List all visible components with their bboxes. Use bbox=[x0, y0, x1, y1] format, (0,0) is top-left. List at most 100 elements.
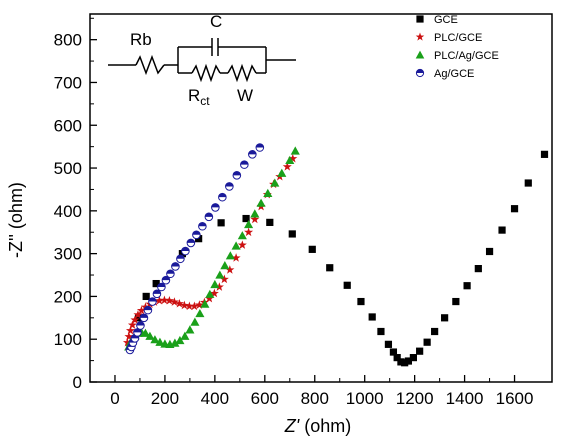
data-point bbox=[122, 337, 132, 347]
data-point bbox=[510, 205, 519, 213]
data-point bbox=[282, 162, 292, 171]
x-tick-label: 200 bbox=[151, 389, 179, 408]
x-tick-label: 0 bbox=[110, 389, 119, 408]
data-point-fill bbox=[256, 143, 264, 148]
data-point bbox=[423, 338, 431, 346]
x-axis-title: Z' (ohm) bbox=[284, 416, 351, 436]
series-gce bbox=[126, 150, 549, 367]
data-point bbox=[125, 325, 135, 335]
data-point bbox=[204, 212, 214, 222]
data-point bbox=[145, 331, 155, 340]
data-point bbox=[152, 279, 160, 288]
axis-ticks: 0 200 400 600 800 1000 1200 1400 1600 0 100 200 300 4… bbox=[54, 17, 534, 408]
data-point-fill bbox=[187, 239, 195, 243]
data-point bbox=[237, 231, 247, 240]
data-point bbox=[198, 221, 207, 231]
y-tick-label: 600 bbox=[54, 116, 82, 135]
data-point bbox=[136, 305, 146, 315]
data-point bbox=[498, 226, 506, 234]
y-tick-label: 0 bbox=[73, 373, 82, 392]
data-point bbox=[159, 295, 169, 305]
data-point bbox=[409, 354, 417, 362]
legend-label: PLC/Ag/GCE bbox=[434, 50, 499, 62]
data-point bbox=[195, 235, 203, 243]
y-tick-label: 100 bbox=[54, 330, 82, 349]
y-tick-label: 800 bbox=[54, 31, 82, 50]
data-point bbox=[157, 282, 166, 292]
data-point bbox=[175, 335, 185, 345]
data-point bbox=[225, 182, 234, 191]
data-point bbox=[127, 320, 137, 329]
legend-label: PLC/GCE bbox=[434, 32, 482, 44]
data-point bbox=[211, 203, 220, 212]
data-point-fill bbox=[148, 297, 157, 302]
data-point bbox=[171, 262, 180, 271]
data-point bbox=[124, 331, 134, 341]
resistor-rb bbox=[135, 54, 165, 76]
data-point bbox=[192, 230, 201, 240]
data-point-fill bbox=[192, 231, 201, 235]
legend-marker-fill bbox=[416, 69, 424, 73]
x-tick-label: 1600 bbox=[496, 389, 534, 408]
legend: GCE PLC/GCE PLC/Ag/GCE Ag/GCE bbox=[415, 14, 499, 80]
data-point bbox=[194, 300, 204, 309]
data-point bbox=[240, 160, 249, 169]
data-point bbox=[215, 270, 225, 279]
data-point bbox=[225, 251, 235, 260]
data-point bbox=[135, 314, 143, 322]
data-point bbox=[225, 265, 235, 274]
data-point bbox=[169, 297, 179, 306]
data-point bbox=[152, 289, 162, 299]
label-rct-sub: ct bbox=[200, 94, 210, 108]
data-point bbox=[161, 275, 171, 285]
legend-label: GCE bbox=[434, 14, 458, 26]
data-point bbox=[401, 359, 409, 367]
data-point bbox=[164, 295, 174, 305]
x-tick-label: 1200 bbox=[396, 389, 434, 408]
x-axis-title-unit: (ohm) bbox=[299, 416, 351, 436]
equivalent-circuit-inset: Rb C Rct W bbox=[108, 12, 296, 108]
data-point bbox=[218, 192, 227, 202]
data-point bbox=[204, 293, 214, 303]
data-point-fill bbox=[166, 269, 175, 274]
data-point bbox=[270, 178, 280, 187]
data-point bbox=[142, 292, 150, 301]
data-point bbox=[431, 327, 439, 336]
label-rb: Rb bbox=[130, 30, 152, 49]
data-point bbox=[143, 305, 153, 315]
data-point bbox=[133, 310, 143, 319]
data-point bbox=[290, 146, 300, 155]
data-point bbox=[179, 300, 189, 310]
data-point bbox=[256, 198, 266, 207]
data-point-fill bbox=[225, 182, 234, 187]
data-point bbox=[404, 357, 413, 365]
data-point bbox=[285, 155, 295, 164]
data-point-fill bbox=[233, 171, 241, 176]
data-point bbox=[308, 245, 316, 253]
data-point bbox=[140, 328, 150, 337]
x-tick-label: 400 bbox=[201, 389, 229, 408]
data-point bbox=[148, 297, 157, 306]
data-point bbox=[244, 219, 254, 229]
legend-marker bbox=[415, 68, 425, 78]
data-point bbox=[139, 313, 149, 323]
data-point bbox=[266, 218, 274, 226]
y-tick-label: 500 bbox=[54, 159, 82, 178]
data-point-fill bbox=[140, 314, 148, 318]
resistor-rct bbox=[191, 63, 221, 83]
data-point bbox=[155, 337, 165, 346]
data-point bbox=[189, 301, 199, 311]
data-point bbox=[237, 240, 247, 249]
data-point-fill bbox=[176, 254, 185, 259]
data-point bbox=[250, 209, 260, 218]
data-point bbox=[176, 254, 185, 264]
data-point-fill bbox=[205, 213, 213, 217]
data-point bbox=[205, 289, 215, 298]
data-point-fill bbox=[153, 290, 161, 294]
data-point bbox=[195, 308, 205, 318]
data-point bbox=[190, 317, 200, 326]
data-point bbox=[255, 143, 265, 152]
data-point bbox=[416, 347, 424, 355]
data-point-fill bbox=[248, 150, 257, 155]
